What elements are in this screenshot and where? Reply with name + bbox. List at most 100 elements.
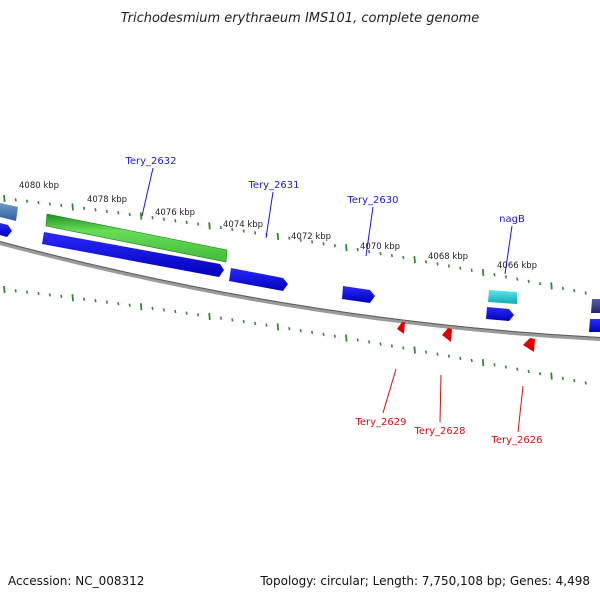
feature-teal-block[interactable]	[488, 290, 517, 304]
forward-cds-arrow[interactable]	[229, 268, 288, 291]
reverse-cds-arrow[interactable]	[442, 328, 452, 342]
gene-label-tery-2629[interactable]: Tery_2629	[354, 417, 406, 428]
rna-feature-block[interactable]	[45, 213, 228, 263]
feature-navy-block[interactable]	[591, 299, 600, 313]
position-label: 4070 kbp	[360, 242, 400, 252]
minor-tick	[493, 273, 496, 277]
minor-tick	[94, 208, 97, 212]
gene-leader-line	[141, 167, 154, 217]
minor-tick	[379, 251, 382, 256]
gene-label-tery-2628[interactable]: Tery_2628	[413, 426, 465, 437]
minor-tick	[379, 342, 382, 346]
major-tick	[550, 372, 553, 380]
minor-tick	[322, 332, 325, 336]
reverse-cds-arrow[interactable]	[523, 338, 535, 352]
minor-tick	[527, 279, 530, 284]
minor-tick	[83, 297, 86, 301]
forward-cds-arrow[interactable]	[486, 307, 514, 321]
forward-cds-arrow[interactable]	[342, 286, 375, 303]
minor-tick	[402, 255, 405, 260]
minor-tick	[470, 268, 473, 272]
genome-stats-text: Topology: circular; Length: 7,750,108 bp…	[260, 574, 590, 588]
minor-tick	[368, 340, 371, 344]
gene-leader-line	[439, 374, 442, 423]
major-tick	[208, 312, 211, 321]
minor-tick	[242, 319, 245, 324]
position-label: 4072 kbp	[291, 232, 331, 242]
forward-cds-arrow[interactable]	[42, 232, 224, 277]
minor-tick	[311, 240, 314, 244]
minor-tick	[242, 229, 245, 233]
minor-tick	[390, 344, 393, 348]
minor-tick	[299, 238, 302, 242]
minor-tick	[14, 289, 17, 293]
minor-tick	[151, 306, 154, 310]
gene-label-nagb[interactable]: nagB	[499, 214, 525, 225]
minor-tick	[128, 303, 131, 307]
major-tick	[3, 285, 6, 294]
minor-tick	[425, 350, 428, 354]
major-tick	[139, 303, 143, 311]
minor-tick	[83, 206, 86, 210]
gene-label-tery-2630[interactable]: Tery_2630	[346, 195, 398, 206]
genome-backbone	[0, 241, 600, 341]
minor-tick	[527, 369, 530, 374]
major-tick	[345, 244, 348, 252]
minor-tick	[584, 291, 587, 295]
minor-tick	[48, 202, 51, 206]
reverse-cds-arrow[interactable]	[397, 322, 405, 334]
forward-cds-arrow[interactable]	[0, 223, 12, 237]
minor-tick	[516, 367, 519, 371]
minor-tick	[402, 346, 405, 350]
minor-tick	[254, 231, 257, 235]
minor-tick	[128, 212, 131, 217]
position-label: 4076 kbp	[155, 208, 195, 218]
minor-tick	[333, 244, 336, 248]
minor-tick	[425, 260, 428, 264]
map-title: Trichodesmium erythraeum IMS101, complet…	[121, 11, 480, 26]
gene-leader-line	[517, 385, 524, 433]
minor-tick	[311, 330, 314, 335]
minor-tick	[333, 334, 336, 338]
minor-tick	[299, 328, 302, 333]
minor-tick	[436, 262, 439, 266]
gene-leader-line	[365, 206, 374, 257]
accession-text: Accession: NC_008312	[8, 574, 145, 588]
major-tick	[3, 194, 6, 203]
minor-tick	[60, 203, 63, 208]
minor-tick	[37, 200, 40, 205]
gene-label-tery-2631[interactable]: Tery_2631	[247, 180, 299, 191]
gene-label-tery-2626[interactable]: Tery_2626	[490, 435, 542, 446]
forward-cds-arrow[interactable]	[589, 319, 600, 332]
minor-tick	[459, 266, 462, 270]
minor-tick	[356, 247, 359, 252]
outer-tick-track	[3, 194, 587, 295]
minor-tick	[447, 354, 450, 358]
minor-tick	[94, 299, 97, 303]
gene-label-tery-2632[interactable]: Tery_2632	[124, 156, 176, 167]
minor-tick	[504, 275, 507, 279]
major-tick	[481, 359, 485, 367]
major-tick	[481, 268, 485, 277]
major-tick	[550, 282, 553, 290]
minor-tick	[561, 376, 564, 380]
minor-tick	[174, 219, 177, 223]
major-tick	[276, 232, 280, 240]
position-label: 4074 kbp	[223, 220, 263, 230]
minor-tick	[174, 309, 177, 314]
gene-leader-line	[382, 368, 397, 414]
minor-tick	[162, 308, 165, 312]
position-label: 4066 kbp	[497, 261, 537, 271]
gene-leader-line	[504, 225, 513, 275]
feature-steel-block[interactable]	[0, 203, 18, 221]
minor-tick	[539, 372, 542, 376]
major-tick	[139, 212, 143, 220]
minor-tick	[197, 222, 200, 226]
major-tick	[208, 222, 211, 230]
minor-tick	[356, 338, 359, 342]
minor-tick	[470, 358, 473, 363]
minor-tick	[573, 288, 576, 293]
minor-tick	[288, 236, 291, 240]
minor-tick	[584, 381, 587, 385]
